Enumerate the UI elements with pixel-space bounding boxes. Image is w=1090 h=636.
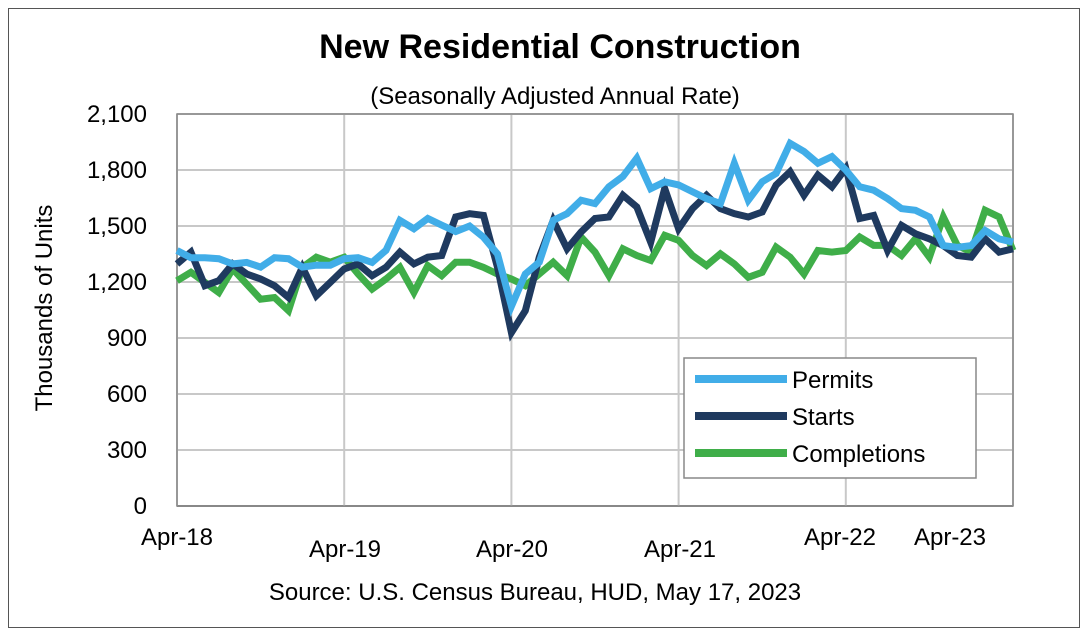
chart-title: New Residential Construction	[319, 28, 801, 66]
y-tick-label: 1,500	[87, 213, 147, 240]
x-tick-label: Apr-19	[309, 536, 381, 563]
legend-label-starts: Starts	[792, 404, 855, 431]
x-tick-label: Apr-23	[914, 524, 986, 551]
chart-frame	[8, 8, 1080, 628]
x-tick-label: Apr-20	[476, 536, 548, 563]
y-tick-label: 900	[107, 325, 147, 352]
source-note: Source: U.S. Census Bureau, HUD, May 17,…	[269, 579, 801, 606]
legend-label-completions: Completions	[792, 441, 925, 468]
legend: Permits Starts Completions	[683, 357, 977, 479]
plot-area	[176, 113, 1014, 507]
y-tick-label: 1,800	[87, 157, 147, 184]
x-tick-label: Apr-21	[644, 536, 716, 563]
legend-label-permits: Permits	[792, 367, 873, 394]
x-tick-label: Apr-22	[804, 524, 876, 551]
y-tick-label: 2,100	[87, 101, 147, 128]
y-tick-label: 1,200	[87, 269, 147, 296]
y-tick-label: 300	[107, 437, 147, 464]
y-tick-label: 600	[107, 381, 147, 408]
x-tick-label: Apr-18	[141, 524, 213, 551]
y-tick-label: 0	[134, 493, 147, 520]
chart-subtitle: (Seasonally Adjusted Annual Rate)	[370, 83, 740, 110]
y-axis-label: Thousands of Units	[31, 205, 58, 412]
